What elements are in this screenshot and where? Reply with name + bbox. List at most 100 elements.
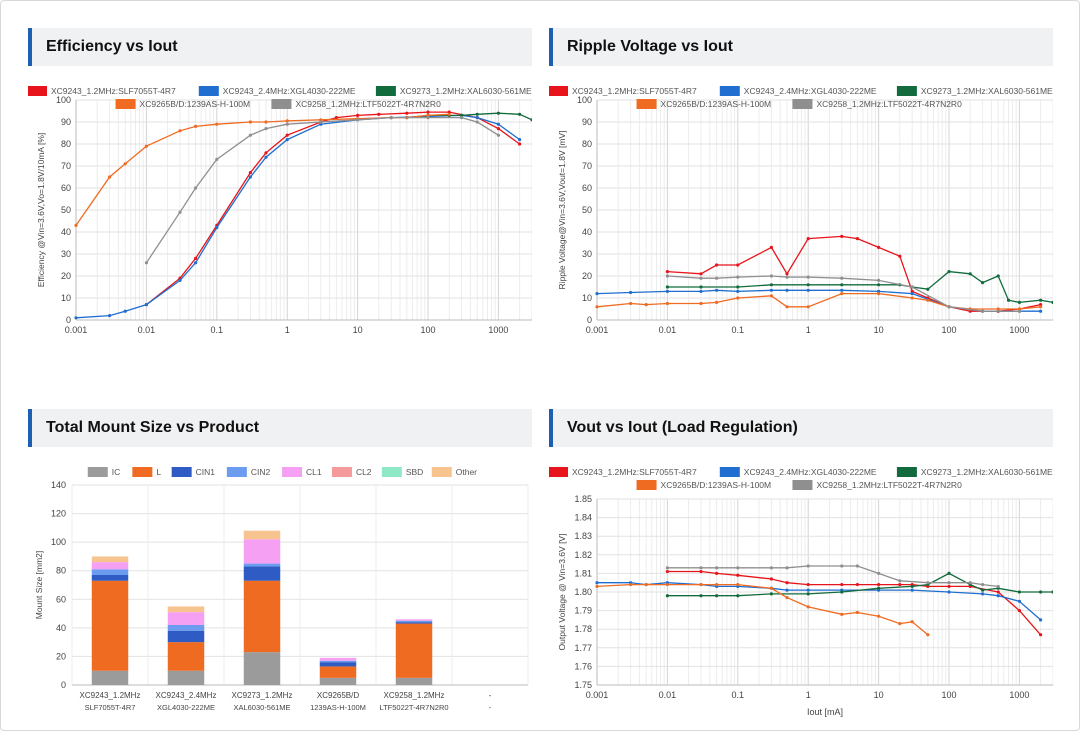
series-line: [667, 565, 999, 588]
data-point: [178, 129, 182, 133]
data-point: [665, 594, 670, 598]
efficiency-chart: 0 10 20 30 40 50 60 70 80 90 100 0.001 0.01 0.1 1 10 100…: [28, 86, 532, 343]
series-line: [667, 235, 1041, 312]
series-line: [597, 582, 1042, 621]
x-tick-label: 0.1: [732, 690, 745, 700]
data-point: [107, 175, 112, 179]
legend-swatch: [636, 480, 657, 490]
data-point: [1017, 307, 1022, 311]
legend-label: XC9243_2.4MHz:XGL4030-222ME: [223, 86, 356, 96]
x-tick-label: 10: [874, 690, 884, 700]
data-point: [1017, 590, 1022, 594]
data-point: [285, 138, 289, 142]
data-point: [665, 270, 670, 274]
legend-label: XC9243_2.4MHz:XGL4030-222ME: [744, 467, 877, 477]
data-point: [806, 582, 810, 587]
y-tick-label: 10: [582, 293, 592, 303]
data-point: [806, 288, 810, 292]
data-point: [426, 110, 430, 114]
data-point: [426, 113, 430, 117]
y-tick-label: 1.85: [574, 494, 592, 504]
data-point: [475, 116, 479, 120]
legend-label: L: [156, 467, 161, 477]
data-point: [980, 309, 985, 313]
bar-segment: [395, 677, 433, 685]
legend-swatch: [431, 467, 452, 477]
data-point: [840, 276, 844, 280]
data-point: [840, 234, 844, 238]
data-point: [475, 120, 479, 124]
y-tick-label: 1.84: [574, 513, 592, 523]
data-point: [715, 276, 719, 280]
data-point: [496, 122, 501, 126]
data-point: [447, 110, 451, 114]
y-tick-label: 80: [582, 139, 592, 149]
y-axis-label: Mount Size [mm2]: [34, 551, 44, 620]
legend-label: XC9273_1.2MHz:XAL6030-561ME: [921, 467, 1053, 477]
data-point: [806, 592, 810, 596]
data-point: [806, 305, 810, 309]
legend-swatch: [28, 86, 47, 96]
data-point: [595, 584, 599, 589]
bar-segment: [167, 630, 205, 643]
y-tick-label: 20: [56, 651, 66, 661]
x-tick-label: XC9265B/D: [317, 691, 359, 700]
data-point: [319, 118, 323, 122]
data-point: [194, 261, 198, 265]
data-point: [665, 582, 670, 587]
data-point: [840, 590, 844, 594]
y-tick-label: 40: [61, 227, 71, 237]
data-point: [840, 582, 844, 587]
y-tick-label: 100: [56, 95, 71, 105]
bar-segment: [319, 677, 357, 685]
data-point: [1039, 633, 1043, 637]
data-point: [518, 142, 522, 146]
data-point: [877, 289, 881, 293]
data-point: [785, 588, 789, 592]
y-tick-label: 1.76: [574, 661, 592, 671]
data-point: [699, 594, 703, 598]
legend-swatch: [226, 467, 247, 477]
x-tick-sublabel: SLF7055T-4R7: [85, 703, 136, 712]
legend-label: CIN1: [196, 467, 216, 477]
data-point: [1039, 309, 1043, 313]
y-tick-label: 50: [582, 205, 592, 215]
y-axis-label: Efficiency @Vin=3.6V,Vo=1.8V/10mA [%]: [36, 133, 46, 288]
data-point: [910, 296, 914, 300]
bar-segment: [167, 642, 205, 671]
x-tick-label: 1: [806, 690, 811, 700]
data-point: [1006, 298, 1011, 302]
data-point: [736, 573, 740, 577]
data-point: [910, 292, 914, 296]
y-tick-label: 120: [51, 509, 66, 519]
data-point: [715, 263, 719, 267]
data-point: [1051, 300, 1053, 304]
data-point: [699, 566, 703, 570]
legend-swatch: [375, 86, 396, 96]
data-point: [769, 283, 773, 287]
bar-segment: [395, 620, 433, 623]
ripple-panel-title: Ripple Voltage vs Iout: [549, 28, 1053, 66]
legend-swatch: [198, 86, 219, 96]
data-point: [926, 633, 930, 637]
data-point: [855, 610, 860, 615]
y-tick-label: 20: [61, 271, 71, 281]
data-point: [264, 120, 268, 124]
data-point: [665, 569, 670, 574]
y-tick-label: 40: [56, 623, 66, 633]
data-point: [144, 303, 149, 307]
bar-segment: [91, 569, 129, 575]
y-tick-label: 30: [61, 249, 71, 259]
data-point: [877, 278, 881, 282]
data-point: [877, 586, 881, 590]
data-point: [806, 237, 810, 241]
x-tick-sublabel: 1239AS-H-100M: [310, 703, 366, 712]
bar-segment: [243, 530, 281, 540]
data-point: [699, 276, 703, 280]
y-tick-label: 100: [51, 537, 66, 547]
data-point: [715, 571, 719, 575]
data-point: [1039, 618, 1043, 622]
data-point: [996, 594, 1000, 598]
data-point: [840, 292, 844, 296]
legend-swatch: [792, 480, 813, 490]
